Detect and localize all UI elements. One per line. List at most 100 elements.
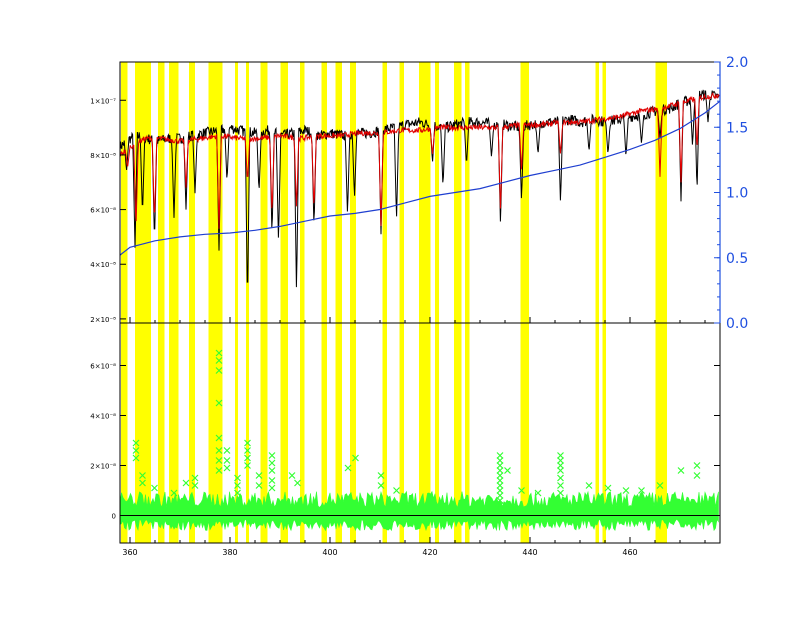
residual-point-marker: [496, 457, 504, 464]
top-left-tick-label: 2×10⁻⁸: [90, 316, 116, 324]
bottom-left-tick-label: 2×10⁻⁸: [90, 463, 116, 471]
residual-point-marker: [215, 399, 223, 407]
mask-band: [399, 62, 404, 543]
bottom-left-tick-label: 4×10⁻⁸: [90, 413, 116, 421]
top-right-tick-label: 2.0: [726, 55, 748, 71]
residual-point-marker: [215, 447, 223, 454]
residual-point-marker: [496, 452, 504, 459]
mask-band: [235, 62, 238, 543]
bottom-left-tick-label: 0: [112, 513, 116, 521]
mask-band: [602, 62, 606, 543]
residual-point-marker: [215, 357, 223, 364]
mask-band: [419, 62, 431, 543]
residual-point-marker: [693, 472, 701, 479]
response-curve-line: [119, 100, 721, 256]
wavelength-mask-bands: [121, 62, 667, 543]
residual-point-marker: [182, 479, 190, 487]
top-right-tick-label: 1.5: [726, 120, 748, 136]
residual-point-marker: [496, 492, 504, 499]
residual-panel-data: [119, 349, 720, 532]
residual-point-marker: [215, 349, 223, 357]
residual-point-marker: [234, 474, 241, 482]
residual-point-marker: [557, 457, 564, 464]
residual-point-marker: [255, 482, 263, 489]
residual-point-marker: [244, 447, 251, 454]
residual-point-marker: [393, 487, 400, 494]
mask-band: [208, 62, 223, 543]
mask-band: [169, 62, 179, 543]
residual-point-marker: [496, 477, 504, 484]
residual-point-marker: [132, 439, 140, 447]
mask-band: [435, 62, 439, 543]
mask-band: [335, 62, 342, 543]
axes-and-ticks: 2×10⁻⁸ 4×10⁻⁸ 6×10⁻⁸ 8×10⁻⁸ 1×10⁻⁷ 0.0 0.5 1.0 1…: [90, 55, 748, 557]
residual-point-marker: [132, 447, 140, 454]
residual-point-marker: [132, 454, 140, 462]
top-left-tick-label: 6×10⁻⁸: [90, 207, 116, 215]
residual-point-marker: [557, 482, 564, 489]
residual-point-marker: [244, 454, 251, 462]
x-tick-label: 460: [622, 548, 637, 557]
residual-point-marker: [604, 484, 612, 492]
residual-point-marker: [496, 467, 504, 474]
x-tick-label: 420: [422, 548, 437, 557]
residual-point-marker: [656, 482, 664, 489]
residual-point-marker: [223, 457, 231, 464]
residual-point-marker: [677, 467, 685, 474]
residual-point-marker: [496, 462, 504, 469]
residual-point-marker: [496, 507, 504, 514]
mask-band: [321, 62, 327, 543]
residual-band: [119, 490, 719, 532]
residual-point-marker: [268, 467, 276, 474]
residual-point-marker: [139, 472, 146, 479]
residual-point-marker: [215, 457, 223, 464]
residual-point-marker: [268, 477, 276, 484]
residual-point-marker: [268, 459, 276, 467]
residual-point-marker: [534, 489, 542, 497]
residual-point-marker: [244, 439, 251, 447]
residual-point-marker: [352, 454, 359, 462]
residual-point-marker: [638, 487, 645, 494]
residual-point-marker: [377, 482, 385, 489]
residual-point-marker: [268, 452, 276, 459]
bottom-left-tick-label: 6×10⁻⁸: [90, 363, 116, 371]
residual-point-marker: [234, 482, 241, 489]
model-spectrum-line: [119, 91, 720, 229]
residual-point-marker: [215, 467, 223, 474]
residual-point-marker: [288, 472, 296, 479]
residual-point-marker: [215, 367, 223, 374]
residual-point-marker: [151, 484, 158, 492]
mask-band: [465, 62, 470, 543]
mask-band: [121, 62, 128, 543]
residual-point-marker: [191, 482, 199, 489]
residual-point-marker: [255, 472, 263, 479]
residual-point-marker: [344, 464, 352, 472]
residual-point-marker: [223, 447, 231, 454]
mask-band: [520, 62, 529, 543]
top-left-tick-label: 8×10⁻⁸: [90, 152, 116, 160]
mask-band: [260, 62, 268, 543]
residual-point-marker: [622, 487, 630, 494]
residual-point-marker: [557, 489, 564, 497]
residual-point-marker: [377, 472, 385, 479]
mask-band: [135, 62, 151, 543]
residual-point-marker: [496, 482, 504, 489]
residual-point-marker: [139, 479, 146, 487]
top-right-tick-label: 0.5: [726, 251, 748, 267]
residual-point-marker: [496, 502, 504, 509]
spectrum-panel-data: [119, 89, 721, 288]
residual-point-marker: [223, 464, 231, 472]
mask-band: [189, 62, 195, 543]
x-tick-label: 380: [222, 548, 237, 557]
bottom-panel-frame: [119, 322, 721, 544]
top-left-tick-label: 1×10⁻⁷: [90, 97, 116, 105]
residual-point-marker: [557, 452, 564, 459]
mask-band: [158, 62, 165, 543]
residual-point-marker: [504, 467, 511, 474]
residual-point-marker: [234, 489, 241, 497]
mask-band: [300, 62, 305, 543]
residual-point-marker: [557, 467, 564, 474]
top-left-tick-label: 4×10⁻⁸: [90, 261, 116, 269]
top-right-tick-label: 0.0: [726, 316, 748, 332]
